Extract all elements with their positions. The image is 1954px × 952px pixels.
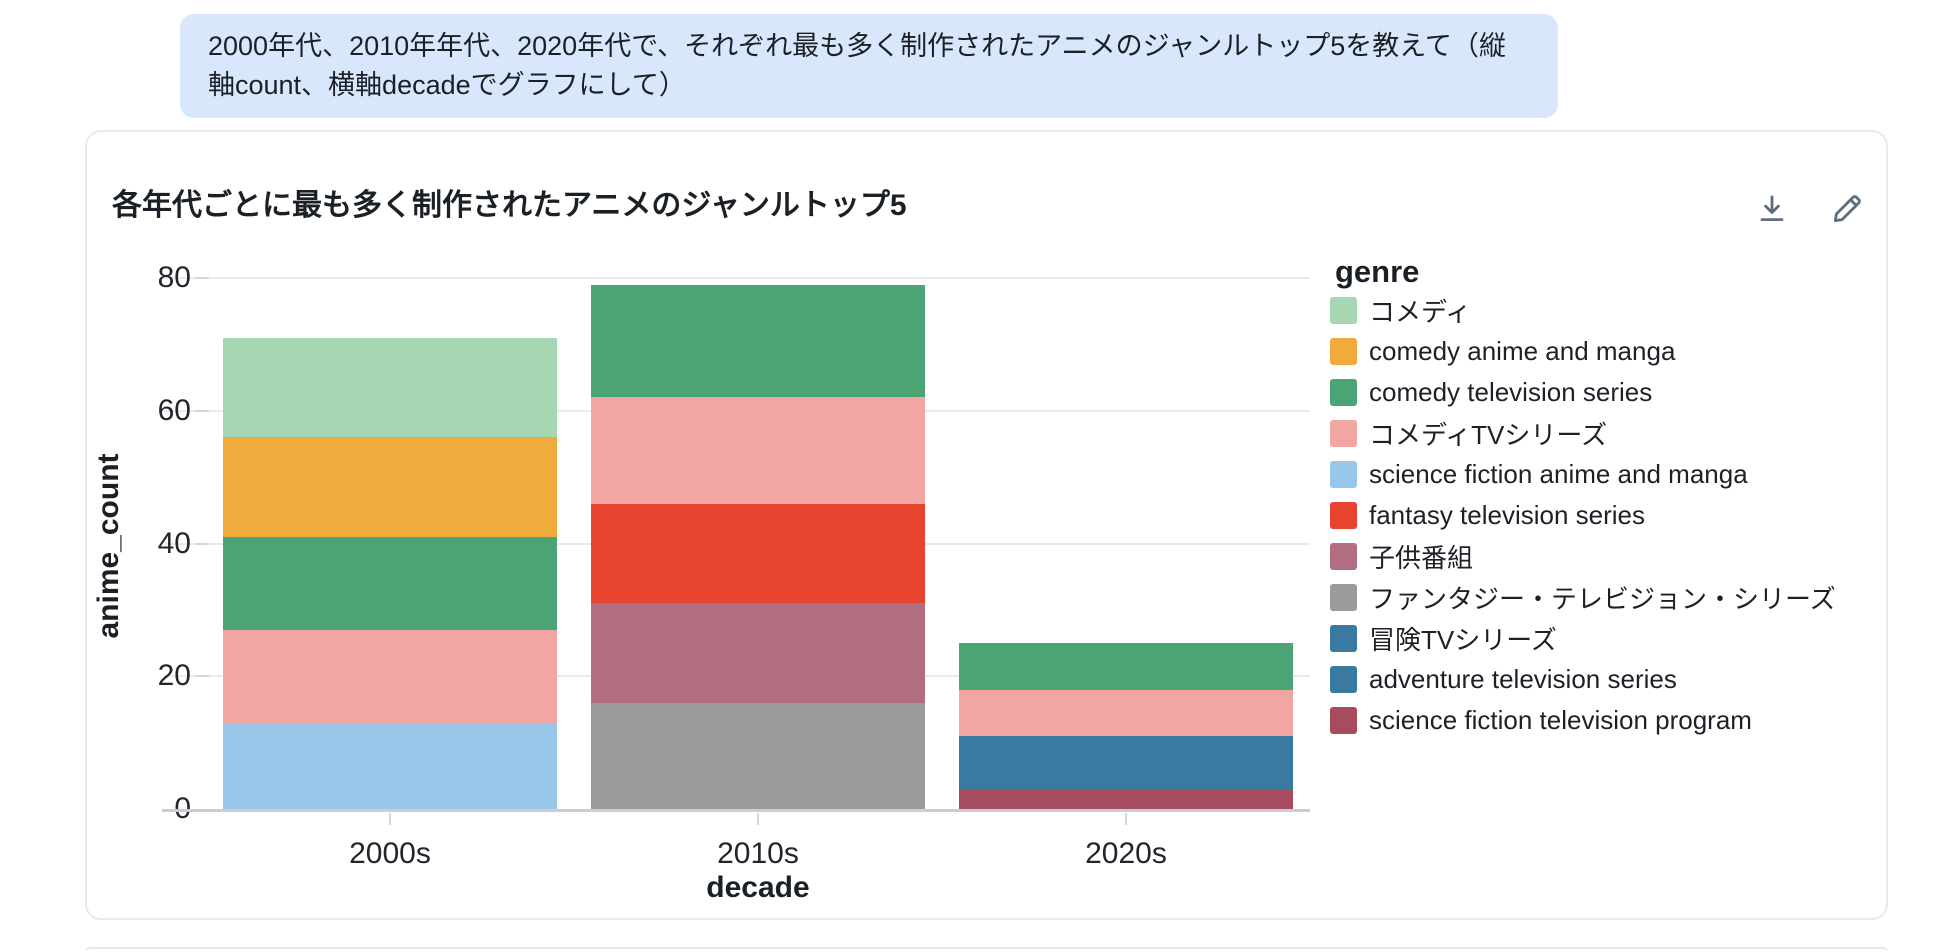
legend-swatch bbox=[1330, 625, 1357, 652]
bar-segment bbox=[959, 789, 1293, 809]
bar-segment bbox=[591, 603, 925, 703]
y-tick-mark bbox=[195, 542, 209, 545]
legend-swatch bbox=[1330, 420, 1357, 447]
legend-swatch bbox=[1330, 461, 1357, 488]
y-gridline bbox=[164, 277, 1310, 279]
legend-swatch bbox=[1330, 502, 1357, 529]
legend-item: コメディTVシリーズ bbox=[1330, 413, 1607, 454]
legend-item: fantasy television series bbox=[1330, 495, 1645, 536]
legend-label: 子供番組 bbox=[1369, 543, 1474, 573]
legend-label: ファンタジー・テレビジョン・シリーズ bbox=[1369, 584, 1836, 614]
legend-item: 子供番組 bbox=[1330, 536, 1473, 577]
bar-segment bbox=[591, 702, 925, 809]
user-message-bubble: 2000年代、2010年年代、2020年代で、それぞれ最も多く制作されたアニメの… bbox=[180, 14, 1558, 118]
bar-segment bbox=[959, 643, 1293, 690]
legend-label: science fiction television program bbox=[1369, 705, 1752, 735]
legend-item: comedy television series bbox=[1330, 372, 1652, 413]
legend-item: adventure television series bbox=[1330, 659, 1677, 700]
legend-swatch bbox=[1330, 338, 1357, 365]
y-tick-mark bbox=[195, 675, 209, 678]
bar-segment bbox=[223, 536, 557, 630]
y-tick-label: 60 bbox=[157, 393, 191, 427]
legend-item: ファンタジー・テレビジョン・シリーズ bbox=[1330, 577, 1836, 618]
x-tick-label: 2010s bbox=[717, 837, 799, 870]
legend-swatch bbox=[1330, 666, 1357, 693]
y-tick-mark bbox=[195, 277, 209, 279]
legend-title: genre bbox=[1335, 254, 1420, 289]
x-tick-label: 2000s bbox=[349, 837, 431, 870]
legend-swatch bbox=[1330, 543, 1357, 570]
y-tick-label: 20 bbox=[157, 659, 191, 693]
legend-swatch bbox=[1330, 297, 1357, 324]
bar-segment bbox=[959, 735, 1293, 763]
y-tick-label: 80 bbox=[157, 261, 191, 294]
legend-item: science fiction television program bbox=[1330, 700, 1752, 741]
bar-segment bbox=[591, 503, 925, 604]
bar-segment bbox=[591, 397, 925, 504]
edit-button[interactable] bbox=[1824, 186, 1870, 232]
y-tick-label: 40 bbox=[157, 526, 191, 560]
bar-segment bbox=[591, 284, 925, 398]
pencil-icon bbox=[1833, 195, 1861, 223]
legend-item: コメディ bbox=[1330, 290, 1471, 331]
legend-label: コメディTVシリーズ bbox=[1369, 420, 1608, 450]
x-tick-mark bbox=[389, 813, 391, 825]
legend-item: 冒険TVシリーズ bbox=[1330, 618, 1557, 659]
legend-swatch bbox=[1330, 707, 1357, 734]
legend-label: adventure television series bbox=[1369, 664, 1677, 694]
legend-swatch bbox=[1330, 379, 1357, 406]
legend-label: fantasy television series bbox=[1369, 500, 1646, 530]
chart-title: 各年代ごとに最も多く制作されたアニメのジャンルトップ5 bbox=[112, 189, 907, 222]
x-tick-label: 2020s bbox=[1085, 837, 1167, 870]
x-axis-title: decade bbox=[706, 871, 810, 904]
next-card-top-edge bbox=[85, 947, 1888, 952]
chart-card: 各年代ごとに最も多く制作されたアニメのジャンルトップ5 anime_count … bbox=[85, 130, 1888, 920]
bar-segment bbox=[223, 437, 557, 537]
x-tick-mark bbox=[757, 813, 759, 825]
download-icon bbox=[1760, 195, 1784, 222]
bar-segment bbox=[223, 337, 557, 438]
legend-label: 冒険TVシリーズ bbox=[1369, 625, 1557, 655]
bar-segment bbox=[959, 689, 1293, 736]
bar-segment bbox=[223, 629, 557, 723]
legend-label: comedy anime and manga bbox=[1369, 336, 1676, 366]
bar-segment bbox=[959, 762, 1293, 790]
legend-label: science fiction anime and manga bbox=[1369, 459, 1748, 489]
user-message-text: 2000年代、2010年年代、2020年代で、それぞれ最も多く制作されたアニメの… bbox=[208, 31, 1506, 100]
y-tick-mark bbox=[195, 409, 209, 412]
bar-segment bbox=[223, 722, 557, 809]
legend-item: comedy anime and manga bbox=[1330, 331, 1675, 372]
download-button[interactable] bbox=[1749, 186, 1795, 232]
legend-swatch bbox=[1330, 584, 1357, 611]
x-axis-line bbox=[162, 809, 1310, 812]
y-tick-label: 0 bbox=[87, 790, 191, 828]
plot-area: anime_count decade 0204060802000s2010s20… bbox=[87, 132, 1890, 922]
legend-label: comedy television series bbox=[1369, 377, 1653, 407]
legend-item: science fiction anime and manga bbox=[1330, 454, 1748, 495]
x-tick-mark bbox=[1125, 813, 1127, 825]
legend-label: コメディ bbox=[1369, 297, 1472, 327]
